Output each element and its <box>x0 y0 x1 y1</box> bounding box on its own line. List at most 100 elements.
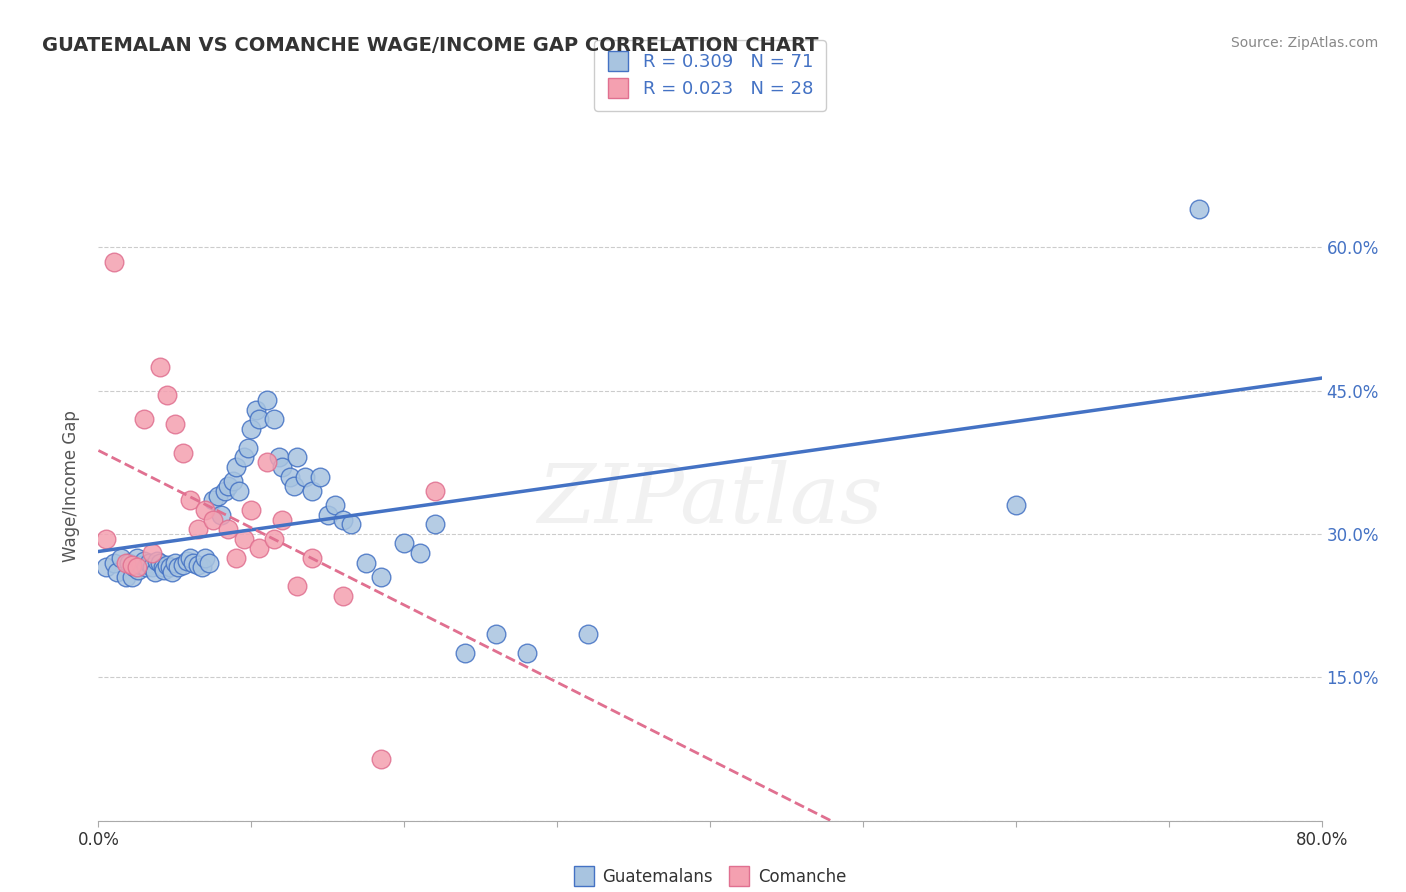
Point <box>240 503 263 517</box>
Point <box>134 554 156 568</box>
Point <box>217 522 239 536</box>
Point <box>225 550 247 565</box>
Point <box>143 565 166 579</box>
Point <box>370 751 392 765</box>
Point <box>159 560 181 574</box>
Point <box>121 558 143 572</box>
Text: ZIPatlas: ZIPatlas <box>537 459 883 540</box>
Point <box>163 556 186 570</box>
Point <box>270 512 292 526</box>
Point <box>285 580 308 594</box>
Point <box>94 532 117 546</box>
Point <box>209 508 232 522</box>
Point <box>176 554 198 568</box>
Point <box>245 402 267 417</box>
Point <box>194 503 217 517</box>
Point <box>149 359 172 374</box>
Point <box>332 589 354 603</box>
Point <box>202 493 225 508</box>
Point <box>115 556 138 570</box>
Legend: Guatemalans, Comanche: Guatemalans, Comanche <box>567 862 853 892</box>
Point <box>197 556 219 570</box>
Point <box>301 550 323 565</box>
Point <box>115 570 138 584</box>
Point <box>194 550 217 565</box>
Point <box>576 627 599 641</box>
Point <box>301 483 323 498</box>
Point <box>125 560 148 574</box>
Point <box>408 546 430 560</box>
Point <box>240 422 263 436</box>
Point <box>423 517 446 532</box>
Point <box>222 475 245 489</box>
Point <box>103 556 125 570</box>
Text: GUATEMALAN VS COMANCHE WAGE/INCOME GAP CORRELATION CHART: GUATEMALAN VS COMANCHE WAGE/INCOME GAP C… <box>42 36 818 54</box>
Point <box>152 560 174 574</box>
Point <box>129 558 152 572</box>
Point <box>145 554 167 568</box>
Point <box>179 550 201 565</box>
Point <box>316 508 339 522</box>
Point <box>214 483 236 498</box>
Point <box>187 558 209 572</box>
Point <box>270 460 292 475</box>
Point <box>110 550 132 565</box>
Point <box>370 570 392 584</box>
Point <box>294 469 316 483</box>
Point <box>149 556 172 570</box>
Point <box>202 512 225 526</box>
Point <box>138 556 160 570</box>
Point <box>228 483 250 498</box>
Point <box>153 563 176 577</box>
Point <box>423 483 446 498</box>
Point <box>238 441 260 455</box>
Point <box>187 522 209 536</box>
Point <box>309 469 332 483</box>
Point <box>135 560 157 574</box>
Point <box>105 565 128 579</box>
Point <box>191 560 214 574</box>
Point <box>118 556 141 570</box>
Text: Source: ZipAtlas.com: Source: ZipAtlas.com <box>1230 36 1378 50</box>
Point <box>392 536 416 550</box>
Point <box>1004 498 1026 512</box>
Point <box>339 517 361 532</box>
Point <box>167 560 190 574</box>
Point <box>207 489 229 503</box>
Point <box>141 560 163 574</box>
Point <box>267 450 290 465</box>
Point <box>516 646 538 660</box>
Point <box>256 393 278 408</box>
Point <box>141 546 163 560</box>
Point <box>485 627 508 641</box>
Point <box>256 455 278 469</box>
Point <box>454 646 477 660</box>
Point <box>122 560 145 574</box>
Point <box>217 479 239 493</box>
Point <box>247 412 270 426</box>
Point <box>225 460 247 475</box>
Point <box>354 556 377 570</box>
Point <box>94 560 117 574</box>
Point <box>278 469 301 483</box>
Point <box>156 388 179 402</box>
Point <box>160 565 183 579</box>
Point <box>172 558 194 572</box>
Y-axis label: Wage/Income Gap: Wage/Income Gap <box>62 410 80 562</box>
Point <box>283 479 305 493</box>
Point <box>103 254 125 268</box>
Point <box>172 445 194 460</box>
Point <box>263 532 285 546</box>
Point <box>121 570 143 584</box>
Point <box>127 563 149 577</box>
Point <box>134 412 156 426</box>
Point <box>247 541 270 556</box>
Point <box>232 532 254 546</box>
Point <box>325 498 347 512</box>
Point <box>181 556 204 570</box>
Point <box>1188 202 1211 216</box>
Point <box>156 558 179 572</box>
Point <box>179 493 201 508</box>
Point <box>163 417 186 431</box>
Point <box>125 550 148 565</box>
